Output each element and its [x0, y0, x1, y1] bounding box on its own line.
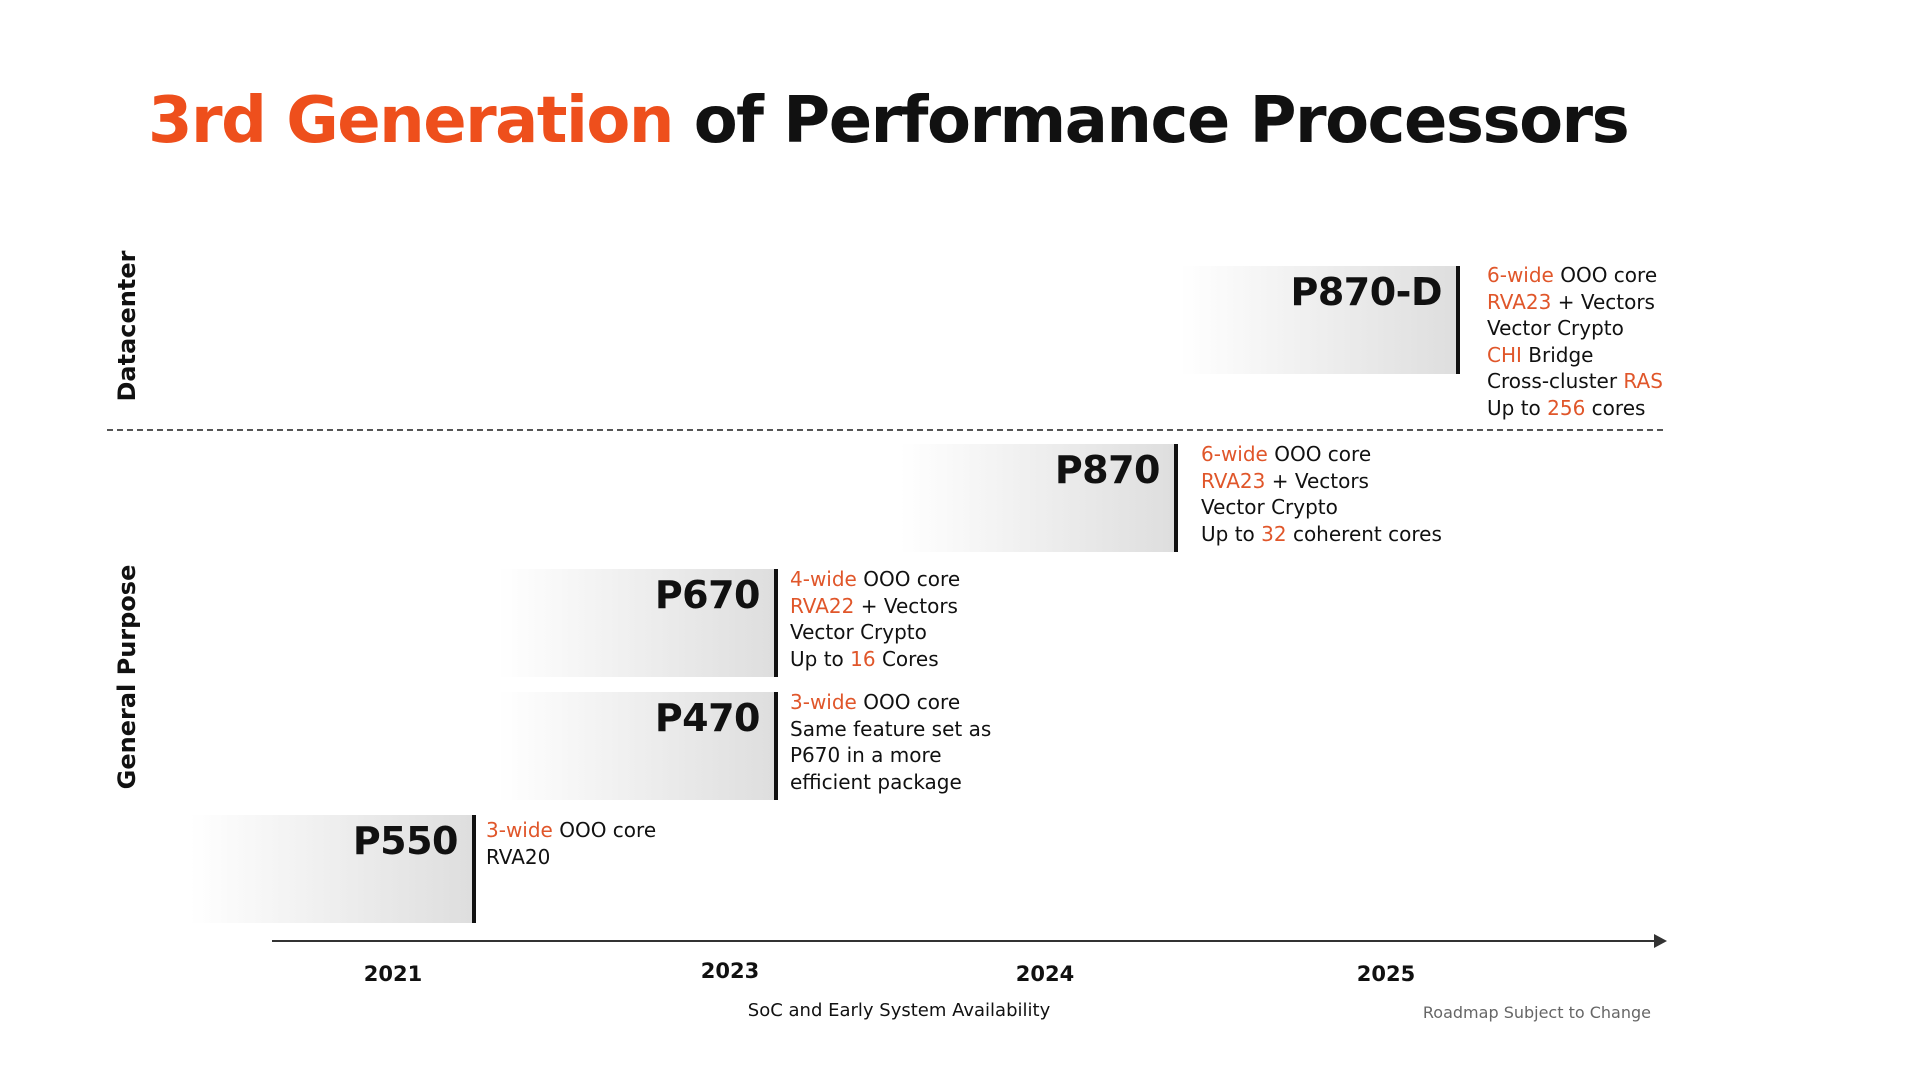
processor-name-p470: P470 — [654, 696, 761, 740]
feature-highlight: 16 — [850, 646, 876, 671]
feature-line: 3-wide OOO core — [790, 689, 991, 716]
feature-text: P670 in a more — [790, 743, 942, 767]
processor-name-p670: P670 — [654, 573, 761, 617]
year-label-2025: 2025 — [1356, 962, 1416, 986]
feature-text: Cross-cluster — [1487, 369, 1624, 393]
feature-text: Up to — [1487, 395, 1548, 420]
feature-text: OOO core — [552, 818, 657, 842]
feature-line: 4-wide OOO core — [790, 566, 960, 593]
feature-text: Cores — [875, 646, 939, 671]
processor-name-p550: P550 — [352, 819, 459, 863]
feature-line: 6-wide OOO core — [1487, 262, 1663, 289]
feature-highlight: 6-wide — [1487, 263, 1554, 287]
feature-highlight: 6-wide — [1201, 442, 1268, 466]
feature-line: RVA22 + Vectors — [790, 593, 960, 620]
feature-list-p870-d: 6-wide OOO core RVA23 + Vectors Vector Cry… — [1487, 262, 1663, 421]
feature-highlight: 3-wide — [790, 690, 857, 714]
feature-highlight: RVA23 — [1201, 468, 1266, 493]
feature-line: CHI Bridge — [1487, 342, 1663, 369]
processor-name-p870-d: P870-D — [1290, 270, 1443, 314]
feature-text: Up to — [790, 646, 851, 671]
feature-highlight: 4-wide — [790, 567, 857, 591]
feature-list-p670: 4-wide OOO core RVA22 + Vectors Vector Cry… — [790, 566, 960, 672]
processor-band-p670: P670 — [498, 569, 778, 677]
feature-highlight: RVA22 — [790, 593, 855, 618]
feature-line: Vector Crypto — [790, 619, 960, 646]
footnote: Roadmap Subject to Change — [1422, 1003, 1651, 1022]
feature-text: OOO core — [1267, 442, 1372, 466]
feature-list-p870: 6-wide OOO core RVA23 + Vectors Vector Cry… — [1201, 441, 1442, 547]
region-divider — [107, 429, 1663, 431]
title-rest: of Performance Processors — [672, 84, 1630, 158]
feature-list-p550: 3-wide OOO core RVA20 — [486, 817, 656, 870]
feature-line: Up to 32 coherent cores — [1201, 521, 1442, 548]
title-highlight: 3rd Generation — [148, 84, 674, 158]
feature-text: OOO core — [1553, 263, 1658, 287]
processor-band-p550: P550 — [190, 815, 476, 923]
feature-line: RVA23 + Vectors — [1201, 468, 1442, 495]
feature-text: Vector Crypto — [790, 620, 927, 644]
feature-line: 3-wide OOO core — [486, 817, 656, 844]
feature-line: efficient package — [790, 769, 991, 796]
feature-line: P670 in a more — [790, 742, 991, 769]
year-label-2023: 2023 — [700, 959, 760, 983]
feature-text: Same feature set as — [790, 716, 992, 741]
feature-text: Vector Crypto — [1201, 495, 1338, 519]
feature-line: RVA23 + Vectors — [1487, 289, 1663, 316]
feature-list-p470: 3-wide OOO core Same feature set as P670 i… — [790, 689, 991, 795]
feature-text: coherent cores — [1286, 521, 1442, 546]
feature-line: Cross-cluster RAS — [1487, 368, 1663, 395]
feature-text: + Vectors — [1551, 289, 1655, 314]
timeline-axis-title: SoC and Early System Availability — [747, 1000, 1051, 1021]
processor-name-p870: P870 — [1054, 448, 1161, 492]
feature-text: OOO core — [856, 690, 961, 714]
feature-highlight: RAS — [1623, 369, 1663, 393]
feature-highlight: 32 — [1261, 521, 1287, 546]
feature-line: Vector Crypto — [1201, 494, 1442, 521]
year-label-2024: 2024 — [1015, 962, 1075, 986]
page-title: 3rd Generation of Performance Processors — [148, 84, 1630, 158]
timeline-axis — [272, 940, 1656, 942]
feature-line: RVA20 — [486, 844, 656, 871]
feature-text: efficient package — [790, 769, 962, 794]
feature-highlight: 3-wide — [486, 818, 553, 842]
feature-line: Same feature set as — [790, 716, 991, 743]
feature-highlight: CHI — [1487, 342, 1522, 367]
region-label-general-purpose: General Purpose — [113, 564, 141, 790]
feature-highlight: RVA23 — [1487, 289, 1552, 314]
feature-text: Bridge — [1521, 342, 1594, 367]
feature-text: Vector Crypto — [1487, 316, 1624, 340]
feature-line: Vector Crypto — [1487, 315, 1663, 342]
processor-band-p470: P470 — [498, 692, 778, 800]
feature-text: OOO core — [856, 567, 961, 591]
feature-line: Up to 16 Cores — [790, 646, 960, 673]
feature-highlight: 256 — [1547, 395, 1586, 420]
year-label-2021: 2021 — [363, 962, 423, 986]
feature-line: Up to 256 cores — [1487, 395, 1663, 422]
processor-band-p870-d: P870-D — [1180, 266, 1460, 374]
feature-text: Up to — [1201, 521, 1262, 546]
feature-text: + Vectors — [1265, 468, 1369, 493]
feature-text: RVA20 — [486, 844, 551, 869]
processor-band-p870: P870 — [900, 444, 1178, 552]
feature-line: 6-wide OOO core — [1201, 441, 1442, 468]
timeline-arrow-icon — [1654, 934, 1667, 948]
region-label-datacenter: Datacenter — [113, 250, 141, 402]
feature-text: + Vectors — [854, 593, 958, 618]
feature-text: cores — [1585, 395, 1646, 420]
